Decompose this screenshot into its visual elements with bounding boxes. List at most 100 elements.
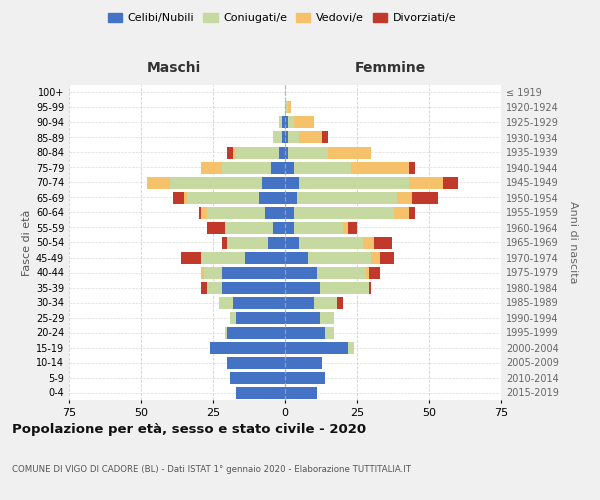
Y-axis label: Fasce di età: Fasce di età [22,210,32,276]
Bar [299,236,363,248]
Bar [279,116,282,128]
Bar [202,252,245,264]
Bar [351,162,409,173]
Bar [207,282,221,294]
Bar [236,312,285,324]
Bar [221,162,271,173]
Bar [221,282,285,294]
Bar [227,236,268,248]
Bar [147,176,170,188]
Bar [293,222,343,234]
Bar [409,162,415,173]
Bar [285,222,293,234]
Bar [173,192,184,203]
Bar [207,206,265,218]
Bar [299,132,322,143]
Bar [409,176,443,188]
Bar [288,116,293,128]
Bar [221,236,227,248]
Text: COMUNE DI VIGO DI CADORE (BL) - Dati ISTAT 1° gennaio 2020 - Elaborazione TUTTIT: COMUNE DI VIGO DI CADORE (BL) - Dati IST… [12,466,411,474]
Bar [337,296,343,308]
Bar [328,146,371,158]
Bar [285,116,288,128]
Bar [268,236,285,248]
Bar [230,312,236,324]
Bar [308,252,371,264]
Bar [202,282,207,294]
Bar [285,372,325,384]
Bar [202,266,205,278]
Bar [293,116,314,128]
Bar [285,296,314,308]
Bar [233,296,285,308]
Bar [285,102,288,114]
Bar [170,176,262,188]
Bar [371,252,380,264]
Bar [368,282,371,294]
Bar [184,192,187,203]
Bar [299,176,409,188]
Bar [224,326,227,338]
Bar [221,266,285,278]
Bar [285,386,317,398]
Bar [285,312,320,324]
Bar [285,252,308,264]
Bar [207,222,224,234]
Bar [412,192,437,203]
Bar [230,372,285,384]
Bar [233,146,236,158]
Bar [245,252,285,264]
Bar [368,266,380,278]
Bar [274,222,285,234]
Bar [227,356,285,368]
Bar [262,176,285,188]
Bar [227,146,233,158]
Bar [271,162,285,173]
Bar [288,132,299,143]
Bar [285,132,288,143]
Bar [181,252,202,264]
Bar [285,356,322,368]
Bar [285,162,293,173]
Bar [409,206,415,218]
Bar [374,236,392,248]
Bar [285,342,349,353]
Text: Popolazione per età, sesso e stato civile - 2020: Popolazione per età, sesso e stato civil… [12,422,366,436]
Bar [219,296,233,308]
Bar [236,146,279,158]
Bar [236,386,285,398]
Bar [380,252,394,264]
Bar [265,206,285,218]
Bar [293,162,351,173]
Bar [285,176,299,188]
Bar [325,326,334,338]
Bar [397,192,412,203]
Bar [320,312,334,324]
Bar [187,192,259,203]
Bar [279,146,285,158]
Bar [274,132,282,143]
Bar [317,266,365,278]
Bar [314,296,337,308]
Bar [394,206,409,218]
Bar [210,342,285,353]
Bar [363,236,374,248]
Bar [285,236,299,248]
Bar [202,162,221,173]
Text: Maschi: Maschi [147,62,201,76]
Bar [285,206,293,218]
Bar [293,206,394,218]
Bar [285,146,288,158]
Bar [288,146,328,158]
Bar [259,192,285,203]
Bar [227,326,285,338]
Bar [322,132,328,143]
Bar [285,326,325,338]
Bar [282,132,285,143]
Bar [224,222,274,234]
Y-axis label: Anni di nascita: Anni di nascita [568,201,578,284]
Bar [202,206,207,218]
Legend: Celibi/Nubili, Coniugati/e, Vedovi/e, Divorziati/e: Celibi/Nubili, Coniugati/e, Vedovi/e, Di… [103,8,461,28]
Bar [343,222,349,234]
Bar [320,282,368,294]
